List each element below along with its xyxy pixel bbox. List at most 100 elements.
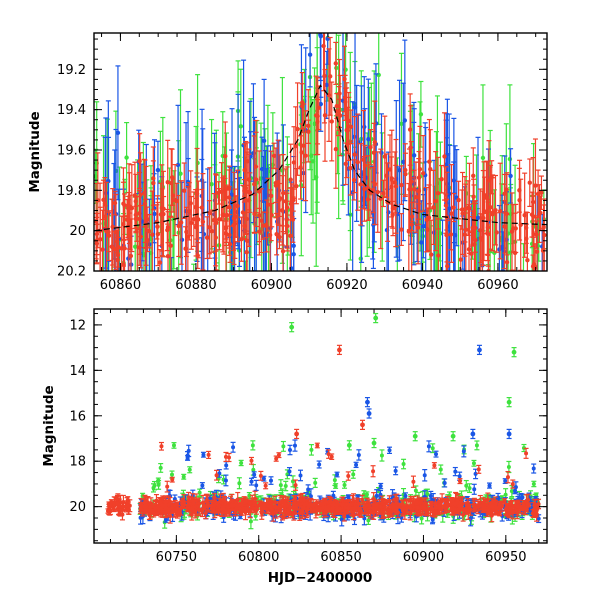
top-green-point — [243, 327, 247, 331]
top-red-point — [333, 146, 339, 152]
top-red-point — [533, 183, 538, 188]
bottom-green-point — [379, 453, 384, 458]
y-tick-label: 19.2 — [57, 63, 86, 78]
top-red-point — [178, 220, 184, 225]
top-red-point — [449, 211, 454, 216]
top-red-point — [101, 197, 106, 203]
top-green-point — [133, 244, 138, 249]
top-green-point — [456, 272, 460, 276]
bottom-green-point — [313, 480, 318, 485]
bottom-green-point — [332, 478, 337, 483]
top-green-point — [480, 155, 486, 161]
bottom-green-point — [239, 460, 244, 465]
top-red-point — [343, 99, 348, 105]
top-red-point — [372, 140, 378, 145]
top-red-point — [280, 249, 286, 254]
top-green-point — [507, 156, 513, 162]
top-blue-point — [199, 328, 203, 332]
top-red-point — [204, 235, 210, 240]
top-red-point — [264, 223, 269, 229]
top-green-point — [238, 124, 244, 129]
top-red-point — [381, 191, 386, 196]
top-blue-point — [366, 137, 371, 142]
top-red-point — [525, 258, 530, 263]
top-red-point — [271, 153, 277, 158]
x-tick-label: 60960 — [477, 278, 518, 293]
top-red-point — [406, 229, 412, 234]
top-red-point — [244, 249, 249, 255]
bottom-green-point — [464, 483, 469, 488]
top-data-points — [94, 33, 547, 332]
top-blue-point — [469, 293, 473, 297]
top-red-point — [128, 253, 134, 259]
top-red-point — [138, 192, 143, 197]
top-red-point — [471, 173, 476, 178]
top-red-point — [435, 190, 441, 196]
top-red-point — [362, 186, 367, 192]
top-red-point — [539, 190, 544, 195]
top-red-point — [122, 246, 127, 251]
top-red-point — [134, 216, 139, 222]
bottom-blue-point — [428, 494, 433, 499]
top-blue-point — [291, 243, 296, 249]
top-red-point — [458, 257, 463, 262]
top-red-point — [195, 253, 200, 258]
bottom-blue-point — [223, 478, 228, 483]
bottom-green-point — [187, 467, 192, 472]
top-red-point — [277, 234, 282, 240]
bottom-green-point — [250, 443, 255, 448]
bottom-green-point — [419, 516, 424, 521]
top-ticks: 60860 60880 60900 60920 60940 60960 19.2 19.4 19… — [57, 33, 547, 293]
bottom-blue-point — [288, 448, 293, 453]
top-red-point — [170, 193, 176, 198]
top-blue-point — [421, 224, 426, 229]
top-red-point — [217, 216, 222, 222]
top-red-point — [463, 227, 469, 232]
top-red-point — [375, 189, 380, 195]
top-y-axis-label: Magnitude — [27, 111, 43, 192]
top-red-point — [125, 206, 131, 211]
bottom-green-point — [425, 492, 430, 497]
top-red-point — [322, 113, 328, 118]
bottom-green-point — [401, 462, 406, 467]
top-red-point — [443, 203, 449, 208]
bottom-green-point — [283, 484, 288, 489]
top-red-point — [509, 229, 515, 234]
top-blue-point — [508, 173, 513, 179]
top-model-curve — [94, 84, 547, 232]
bottom-green-point — [169, 472, 174, 477]
top-blue-point — [318, 33, 323, 37]
top-blue-point — [103, 190, 109, 196]
top-red-point — [150, 232, 155, 237]
bottom-green-point — [333, 484, 338, 489]
y-tick-label: 19.4 — [57, 103, 86, 118]
bottom-green-point — [251, 467, 256, 472]
top-red-point — [207, 210, 212, 216]
top-red-point — [209, 229, 215, 234]
top-blue-point — [179, 237, 185, 243]
top-red-point — [342, 76, 347, 82]
top-red-point — [428, 252, 434, 257]
top-red-point — [288, 233, 293, 239]
top-blue-point — [259, 166, 265, 172]
bottom-green-point — [158, 465, 163, 470]
top-red-point — [213, 235, 218, 240]
bottom-blue-point — [468, 516, 473, 521]
top-red-point — [235, 203, 240, 209]
top-red-point — [112, 200, 118, 206]
top-red-point — [424, 217, 429, 222]
top-red-point — [409, 214, 415, 219]
top-red-point — [232, 221, 238, 226]
bottom-blue-point — [163, 517, 168, 522]
top-red-point — [334, 103, 340, 109]
top-red-point — [451, 205, 456, 210]
bottom-green-point — [438, 467, 443, 472]
top-red-point — [480, 237, 485, 242]
top-red-point — [242, 223, 247, 229]
top-blue-point — [115, 130, 121, 136]
top-blue-point — [462, 275, 466, 279]
top-red-point — [223, 153, 228, 159]
top-red-point — [157, 260, 163, 265]
top-red-point — [399, 227, 404, 232]
